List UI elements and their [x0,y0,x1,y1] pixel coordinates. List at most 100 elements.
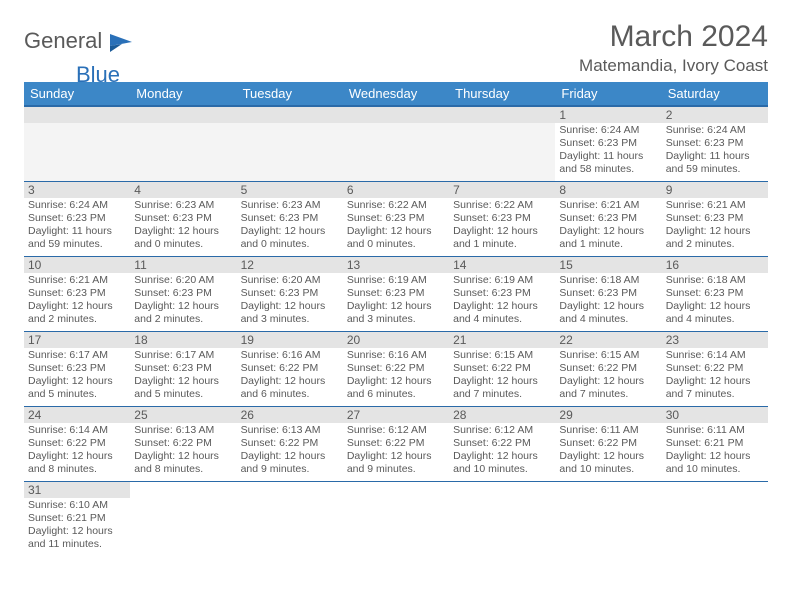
day-number: 10 [24,257,130,273]
calendar-cell: 16Sunrise: 6:18 AMSunset: 6:23 PMDayligh… [662,256,768,331]
calendar-cell [130,481,236,556]
logo: General Blue [24,28,102,54]
calendar-cell: 30Sunrise: 6:11 AMSunset: 6:21 PMDayligh… [662,406,768,481]
calendar-cell: 14Sunrise: 6:19 AMSunset: 6:23 PMDayligh… [449,256,555,331]
day-details: Sunrise: 6:20 AMSunset: 6:23 PMDaylight:… [237,273,343,330]
calendar-cell: 28Sunrise: 6:12 AMSunset: 6:22 PMDayligh… [449,406,555,481]
day-details: Sunrise: 6:19 AMSunset: 6:23 PMDaylight:… [343,273,449,330]
day-number: 2 [662,107,768,123]
day-number: 15 [555,257,661,273]
calendar-cell: 1Sunrise: 6:24 AMSunset: 6:23 PMDaylight… [555,106,661,181]
calendar-cell [449,106,555,181]
calendar-row: 10Sunrise: 6:21 AMSunset: 6:23 PMDayligh… [24,256,768,331]
day-number: 30 [662,407,768,423]
logo-text-general: General [24,28,102,53]
flag-icon [108,32,134,54]
day-number: 16 [662,257,768,273]
day-header: Friday [555,82,661,106]
day-number: 7 [449,182,555,198]
calendar-cell: 24Sunrise: 6:14 AMSunset: 6:22 PMDayligh… [24,406,130,481]
calendar-row: 3Sunrise: 6:24 AMSunset: 6:23 PMDaylight… [24,181,768,256]
day-number: 5 [237,182,343,198]
day-number: 17 [24,332,130,348]
day-details: Sunrise: 6:21 AMSunset: 6:23 PMDaylight:… [24,273,130,330]
calendar-row: 31Sunrise: 6:10 AMSunset: 6:21 PMDayligh… [24,481,768,556]
calendar-cell: 15Sunrise: 6:18 AMSunset: 6:23 PMDayligh… [555,256,661,331]
calendar-cell: 9Sunrise: 6:21 AMSunset: 6:23 PMDaylight… [662,181,768,256]
day-header: Wednesday [343,82,449,106]
location-label: Matemandia, Ivory Coast [579,56,768,76]
calendar-cell [237,106,343,181]
header: General Blue March 2024 Matemandia, Ivor… [24,20,768,76]
day-number: 12 [237,257,343,273]
day-details: Sunrise: 6:15 AMSunset: 6:22 PMDaylight:… [449,348,555,405]
day-details: Sunrise: 6:22 AMSunset: 6:23 PMDaylight:… [449,198,555,255]
day-details: Sunrise: 6:17 AMSunset: 6:23 PMDaylight:… [24,348,130,405]
day-header: Saturday [662,82,768,106]
day-number: 29 [555,407,661,423]
day-number: 3 [24,182,130,198]
calendar-cell: 20Sunrise: 6:16 AMSunset: 6:22 PMDayligh… [343,331,449,406]
day-number: 23 [662,332,768,348]
day-number: 20 [343,332,449,348]
day-details: Sunrise: 6:16 AMSunset: 6:22 PMDaylight:… [343,348,449,405]
calendar-cell: 23Sunrise: 6:14 AMSunset: 6:22 PMDayligh… [662,331,768,406]
calendar-cell: 4Sunrise: 6:23 AMSunset: 6:23 PMDaylight… [130,181,236,256]
calendar-cell [343,106,449,181]
calendar-header-row: SundayMondayTuesdayWednesdayThursdayFrid… [24,82,768,106]
calendar-cell: 29Sunrise: 6:11 AMSunset: 6:22 PMDayligh… [555,406,661,481]
logo-text-blue: Blue [76,62,120,88]
day-number: 22 [555,332,661,348]
page-title: March 2024 [579,20,768,54]
day-number: 11 [130,257,236,273]
day-details: Sunrise: 6:10 AMSunset: 6:21 PMDaylight:… [24,498,130,555]
day-details: Sunrise: 6:21 AMSunset: 6:23 PMDaylight:… [555,198,661,255]
day-details: Sunrise: 6:18 AMSunset: 6:23 PMDaylight:… [662,273,768,330]
day-details: Sunrise: 6:15 AMSunset: 6:22 PMDaylight:… [555,348,661,405]
day-details: Sunrise: 6:14 AMSunset: 6:22 PMDaylight:… [24,423,130,480]
calendar-cell [449,481,555,556]
calendar-cell [237,481,343,556]
day-details: Sunrise: 6:11 AMSunset: 6:22 PMDaylight:… [555,423,661,480]
day-number: 21 [449,332,555,348]
day-number: 14 [449,257,555,273]
day-details: Sunrise: 6:23 AMSunset: 6:23 PMDaylight:… [237,198,343,255]
day-details: Sunrise: 6:12 AMSunset: 6:22 PMDaylight:… [343,423,449,480]
day-header: Monday [130,82,236,106]
calendar-cell: 11Sunrise: 6:20 AMSunset: 6:23 PMDayligh… [130,256,236,331]
day-number: 25 [130,407,236,423]
day-details: Sunrise: 6:18 AMSunset: 6:23 PMDaylight:… [555,273,661,330]
calendar-cell: 10Sunrise: 6:21 AMSunset: 6:23 PMDayligh… [24,256,130,331]
day-details: Sunrise: 6:19 AMSunset: 6:23 PMDaylight:… [449,273,555,330]
day-details: Sunrise: 6:20 AMSunset: 6:23 PMDaylight:… [130,273,236,330]
calendar-cell: 2Sunrise: 6:24 AMSunset: 6:23 PMDaylight… [662,106,768,181]
calendar-cell: 22Sunrise: 6:15 AMSunset: 6:22 PMDayligh… [555,331,661,406]
day-number: 31 [24,482,130,498]
day-details: Sunrise: 6:11 AMSunset: 6:21 PMDaylight:… [662,423,768,480]
calendar-cell: 26Sunrise: 6:13 AMSunset: 6:22 PMDayligh… [237,406,343,481]
day-number: 24 [24,407,130,423]
day-details: Sunrise: 6:24 AMSunset: 6:23 PMDaylight:… [555,123,661,180]
day-details: Sunrise: 6:23 AMSunset: 6:23 PMDaylight:… [130,198,236,255]
calendar-row: 17Sunrise: 6:17 AMSunset: 6:23 PMDayligh… [24,331,768,406]
day-details: Sunrise: 6:16 AMSunset: 6:22 PMDaylight:… [237,348,343,405]
calendar-cell: 19Sunrise: 6:16 AMSunset: 6:22 PMDayligh… [237,331,343,406]
day-details: Sunrise: 6:12 AMSunset: 6:22 PMDaylight:… [449,423,555,480]
day-details: Sunrise: 6:17 AMSunset: 6:23 PMDaylight:… [130,348,236,405]
calendar-cell: 3Sunrise: 6:24 AMSunset: 6:23 PMDaylight… [24,181,130,256]
calendar-cell [24,106,130,181]
day-details: Sunrise: 6:21 AMSunset: 6:23 PMDaylight:… [662,198,768,255]
day-details: Sunrise: 6:13 AMSunset: 6:22 PMDaylight:… [237,423,343,480]
calendar-cell: 31Sunrise: 6:10 AMSunset: 6:21 PMDayligh… [24,481,130,556]
calendar-cell [343,481,449,556]
day-details: Sunrise: 6:22 AMSunset: 6:23 PMDaylight:… [343,198,449,255]
calendar-row: 24Sunrise: 6:14 AMSunset: 6:22 PMDayligh… [24,406,768,481]
calendar-cell [555,481,661,556]
calendar-cell: 13Sunrise: 6:19 AMSunset: 6:23 PMDayligh… [343,256,449,331]
day-number: 27 [343,407,449,423]
calendar-cell: 12Sunrise: 6:20 AMSunset: 6:23 PMDayligh… [237,256,343,331]
calendar-cell [130,106,236,181]
day-number: 13 [343,257,449,273]
calendar-table: SundayMondayTuesdayWednesdayThursdayFrid… [24,82,768,556]
day-header: Thursday [449,82,555,106]
